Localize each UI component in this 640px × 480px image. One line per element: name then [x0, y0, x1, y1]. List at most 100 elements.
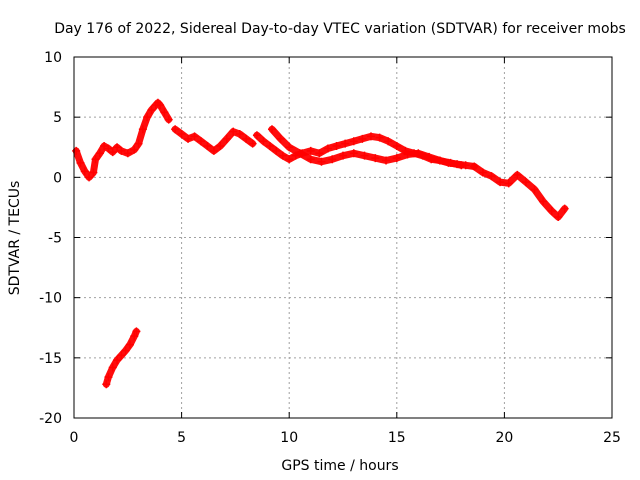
data-point: [76, 158, 85, 167]
data-point: [384, 137, 393, 146]
data-point: [285, 155, 294, 164]
x-axis-label: GPS time / hours: [281, 458, 398, 474]
x-tick-label: 25: [603, 430, 621, 446]
grid: [74, 57, 612, 418]
data-point: [278, 151, 287, 160]
data-series: [72, 98, 569, 389]
data-point: [123, 149, 132, 158]
series-track-main-1: [72, 98, 173, 182]
data-point: [104, 144, 113, 153]
data-point: [113, 143, 122, 152]
data-point: [560, 204, 569, 213]
data-point: [341, 139, 350, 148]
data-point: [425, 152, 434, 161]
data-point: [339, 151, 347, 160]
x-tick-label: 20: [495, 430, 513, 446]
data-point: [513, 170, 522, 179]
data-point: [375, 133, 384, 142]
data-point: [360, 151, 369, 160]
data-point: [125, 340, 134, 349]
data-point: [496, 178, 505, 187]
data-point: [117, 146, 126, 155]
data-point: [209, 146, 218, 155]
data-point: [108, 148, 117, 157]
y-axis-label: SDTVAR / TECUs: [7, 181, 23, 296]
series-track-low: [102, 327, 141, 389]
data-point: [295, 149, 304, 158]
data-point: [156, 101, 165, 110]
y-tick-label: -5: [48, 231, 62, 247]
data-point: [177, 130, 186, 139]
y-tick-label: -20: [39, 411, 62, 427]
data-point: [89, 168, 98, 177]
data-point: [252, 131, 261, 140]
data-point: [487, 172, 496, 181]
data-point: [259, 137, 268, 146]
data-point: [132, 327, 141, 336]
data-point: [435, 156, 444, 165]
data-point: [285, 143, 294, 152]
data-point: [470, 162, 479, 171]
data-point: [332, 142, 341, 151]
x-tick-label: 15: [388, 430, 406, 446]
y-tick-label: -15: [39, 351, 62, 367]
data-point: [392, 142, 401, 151]
data-point: [265, 142, 274, 151]
data-point: [306, 146, 315, 155]
data-point: [403, 150, 412, 159]
data-point: [371, 154, 380, 163]
data-point: [147, 105, 156, 114]
data-point: [358, 134, 367, 143]
data-point: [190, 132, 199, 141]
data-point: [306, 155, 315, 164]
y-tick-label: 0: [53, 170, 62, 186]
data-point: [102, 380, 111, 389]
data-point: [248, 139, 257, 148]
data-point: [85, 173, 94, 182]
series-track-main-2: [171, 125, 257, 155]
data-point: [130, 332, 139, 341]
data-point: [328, 155, 337, 164]
chart-title: Day 176 of 2022, Sidereal Day-to-day VTE…: [54, 21, 626, 37]
data-point: [349, 149, 358, 158]
data-point: [521, 178, 530, 187]
data-point: [242, 134, 251, 143]
data-point: [216, 142, 225, 151]
data-point: [100, 142, 109, 151]
data-point: [160, 108, 169, 117]
x-tick-label: 0: [70, 430, 79, 446]
data-point: [323, 144, 332, 153]
data-point: [317, 157, 326, 166]
series-track-main-4: [267, 125, 466, 170]
x-tick-label: 5: [177, 430, 186, 446]
data-point: [504, 179, 513, 188]
data-point: [164, 115, 173, 124]
y-tick-label: -10: [39, 291, 62, 307]
data-point: [184, 134, 193, 143]
data-point: [392, 154, 401, 163]
data-point: [72, 146, 81, 155]
data-point: [478, 168, 487, 177]
data-point: [554, 213, 563, 222]
data-point: [382, 156, 391, 165]
data-point: [235, 130, 244, 139]
data-point: [130, 145, 139, 154]
data-point: [121, 346, 130, 355]
data-point: [229, 127, 238, 136]
data-point: [108, 363, 117, 372]
data-point: [104, 373, 113, 382]
y-tick-label: 10: [44, 50, 62, 66]
data-point: [80, 167, 89, 176]
data-point: [222, 134, 231, 143]
data-point: [267, 125, 276, 134]
data-point: [138, 125, 147, 134]
data-point: [414, 149, 423, 158]
data-point: [547, 207, 556, 216]
axis-ticks: 0 5 10 15 20 25 -20 -15 -10 -5 0 5 10: [39, 50, 621, 446]
data-point: [134, 139, 143, 148]
x-tick-label: 10: [280, 430, 298, 446]
data-point: [95, 149, 104, 158]
series-band: [72, 99, 173, 181]
data-point: [446, 158, 455, 167]
